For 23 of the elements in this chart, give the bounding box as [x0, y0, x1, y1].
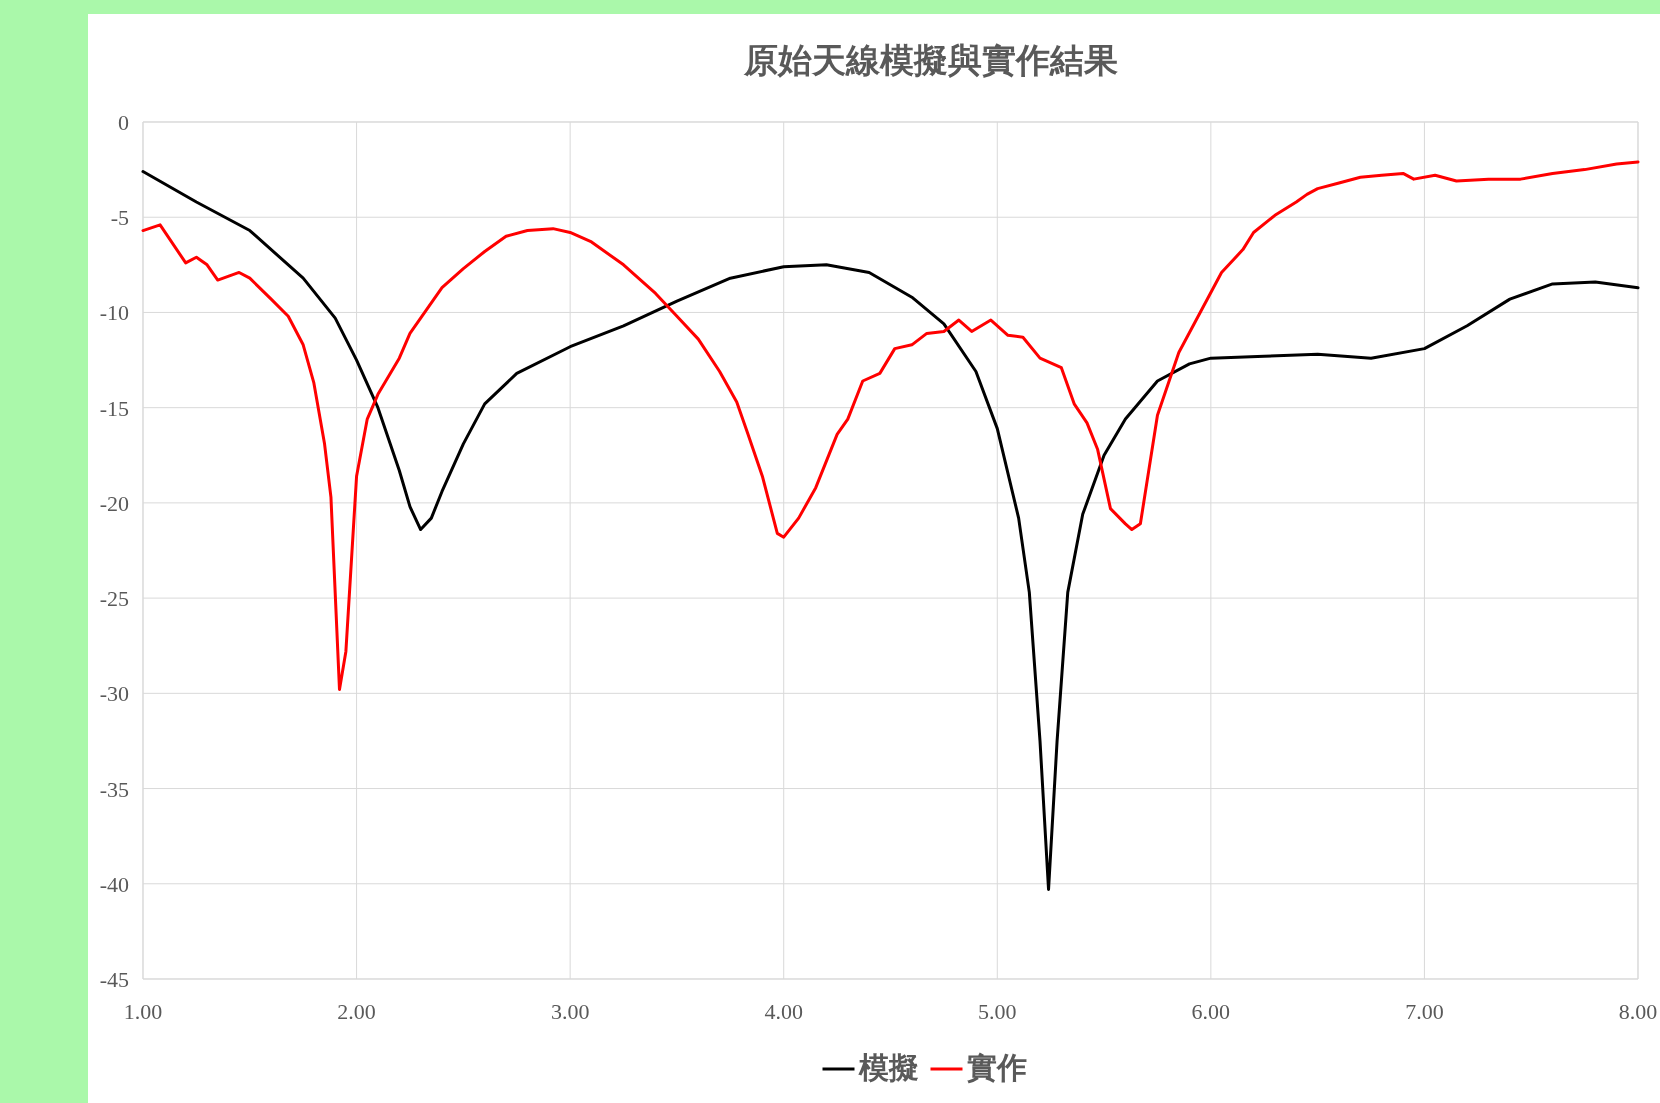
x-tick-label: 8.00	[1618, 999, 1658, 1024]
y-tick-label: -25	[99, 586, 129, 612]
y-tick-label: -35	[99, 776, 129, 802]
legend-label: 實作	[966, 1051, 1027, 1084]
chart-title: 原始天線模擬與實作結果	[742, 42, 1118, 79]
x-tick-label: 5.00	[978, 999, 1017, 1024]
legend-label: 模擬	[857, 1051, 919, 1084]
x-tick-label: 3.00	[550, 999, 590, 1024]
x-tick-label: 6.00	[1191, 999, 1231, 1024]
x-tick-label: 2.00	[337, 999, 376, 1024]
y-tick-label: -15	[99, 395, 129, 421]
y-tick-label: -45	[99, 967, 129, 992]
y-tick-label: -40	[99, 871, 129, 897]
y-tick-label: -10	[99, 300, 129, 326]
y-tick-label: -30	[99, 681, 129, 707]
line-series	[141, 160, 1640, 692]
line-series	[141, 170, 1640, 891]
y-tick-label: -5	[110, 205, 129, 231]
x-tick-label: 4.00	[764, 999, 803, 1024]
x-tick-label: 7.00	[1405, 999, 1444, 1024]
y-tick-label: -20	[99, 490, 129, 516]
y-tick-label: 0	[118, 110, 129, 135]
x-tick-label: 1.00	[123, 999, 163, 1024]
